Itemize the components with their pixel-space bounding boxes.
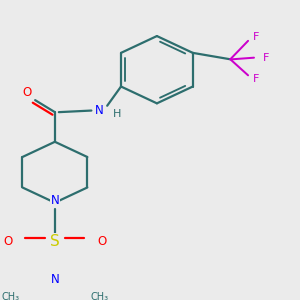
Text: F: F: [262, 53, 269, 63]
Text: F: F: [253, 32, 259, 42]
Text: N: N: [95, 104, 104, 117]
Text: CH₃: CH₃: [90, 292, 108, 300]
Text: O: O: [3, 235, 12, 248]
Text: CH₃: CH₃: [2, 292, 20, 300]
Text: O: O: [22, 86, 32, 99]
Text: S: S: [50, 234, 60, 249]
Text: N: N: [50, 273, 59, 286]
Text: H: H: [113, 109, 121, 119]
Text: N: N: [50, 194, 59, 207]
Text: O: O: [98, 235, 107, 248]
Text: F: F: [253, 74, 259, 84]
